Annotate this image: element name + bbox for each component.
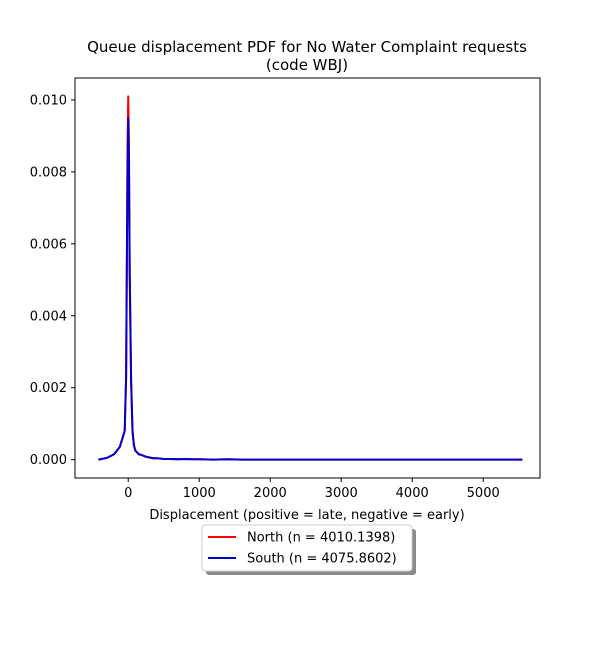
y-tick-label: 0.008 xyxy=(30,165,67,180)
y-tick-label: 0.000 xyxy=(30,453,67,468)
x-axis-label: Displacement (positive = late, negative … xyxy=(149,508,464,523)
series-line-south xyxy=(98,116,523,461)
y-tick-label: 0.006 xyxy=(30,237,67,252)
x-tick-label: 1000 xyxy=(183,486,216,501)
legend: North (n = 4010.1398) South (n = 4075.86… xyxy=(201,524,416,575)
y-tick-label: 0.010 xyxy=(30,93,67,108)
x-tick-label: 0 xyxy=(124,486,132,501)
y-axis-ticks: 0.000 0.002 0.004 0.006 0.008 0.010 xyxy=(30,93,75,468)
x-tick-label: 4000 xyxy=(396,486,429,501)
series-line-north xyxy=(98,95,523,461)
x-tick-label: 2000 xyxy=(254,486,287,501)
legend-label-south: South (n = 4075.8602) xyxy=(247,552,397,567)
plot-frame xyxy=(74,77,541,479)
chart-title-line2: (code WBJ) xyxy=(266,56,348,74)
y-tick-label: 0.002 xyxy=(30,381,67,396)
chart-title-line1: Queue displacement PDF for No Water Comp… xyxy=(87,38,527,56)
legend-label-north: North (n = 4010.1398) xyxy=(247,531,395,546)
legend-box xyxy=(201,524,413,572)
x-axis-ticks: 0 1000 2000 3000 4000 5000 xyxy=(124,478,500,501)
plot-lines xyxy=(98,95,523,461)
x-tick-label: 5000 xyxy=(467,486,500,501)
y-tick-label: 0.004 xyxy=(30,309,67,324)
x-tick-label: 3000 xyxy=(325,486,358,501)
